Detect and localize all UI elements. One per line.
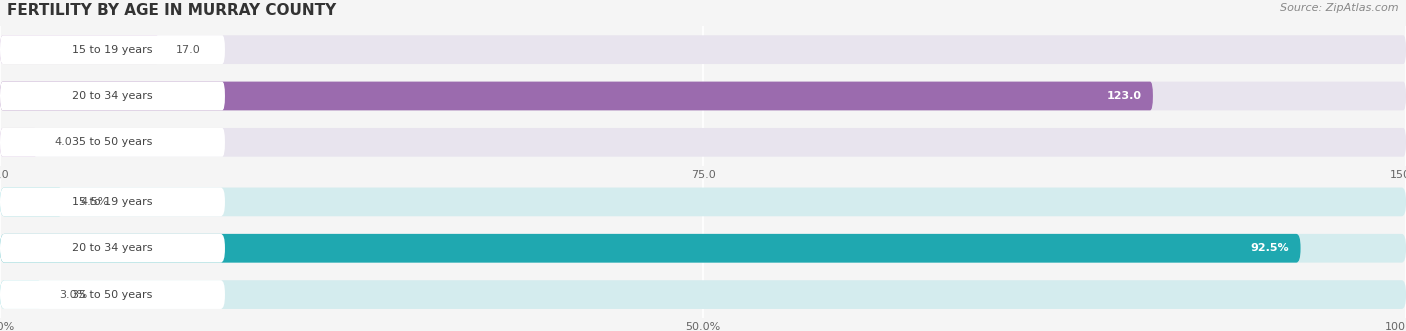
FancyBboxPatch shape xyxy=(0,82,1153,110)
FancyBboxPatch shape xyxy=(0,128,225,157)
FancyBboxPatch shape xyxy=(0,234,1301,262)
FancyBboxPatch shape xyxy=(0,234,1406,262)
Text: 17.0: 17.0 xyxy=(176,45,201,55)
FancyBboxPatch shape xyxy=(0,280,225,309)
Text: Source: ZipAtlas.com: Source: ZipAtlas.com xyxy=(1281,3,1399,13)
FancyBboxPatch shape xyxy=(0,35,1406,64)
FancyBboxPatch shape xyxy=(0,128,38,157)
FancyBboxPatch shape xyxy=(0,82,225,110)
FancyBboxPatch shape xyxy=(0,280,42,309)
Text: 20 to 34 years: 20 to 34 years xyxy=(72,243,153,253)
Text: 35 to 50 years: 35 to 50 years xyxy=(72,290,153,300)
Text: 3.0%: 3.0% xyxy=(59,290,87,300)
FancyBboxPatch shape xyxy=(0,35,159,64)
FancyBboxPatch shape xyxy=(0,234,225,262)
Text: 4.0: 4.0 xyxy=(55,137,72,147)
FancyBboxPatch shape xyxy=(0,188,225,216)
FancyBboxPatch shape xyxy=(0,35,225,64)
Text: 4.5%: 4.5% xyxy=(80,197,108,207)
FancyBboxPatch shape xyxy=(0,128,1406,157)
FancyBboxPatch shape xyxy=(0,188,63,216)
FancyBboxPatch shape xyxy=(0,82,1406,110)
Text: 92.5%: 92.5% xyxy=(1251,243,1289,253)
Text: 15 to 19 years: 15 to 19 years xyxy=(72,197,153,207)
FancyBboxPatch shape xyxy=(0,188,1406,216)
Text: 20 to 34 years: 20 to 34 years xyxy=(72,91,153,101)
Text: 123.0: 123.0 xyxy=(1107,91,1142,101)
FancyBboxPatch shape xyxy=(0,280,1406,309)
Text: FERTILITY BY AGE IN MURRAY COUNTY: FERTILITY BY AGE IN MURRAY COUNTY xyxy=(7,3,336,18)
Text: 35 to 50 years: 35 to 50 years xyxy=(72,137,153,147)
Text: 15 to 19 years: 15 to 19 years xyxy=(72,45,153,55)
